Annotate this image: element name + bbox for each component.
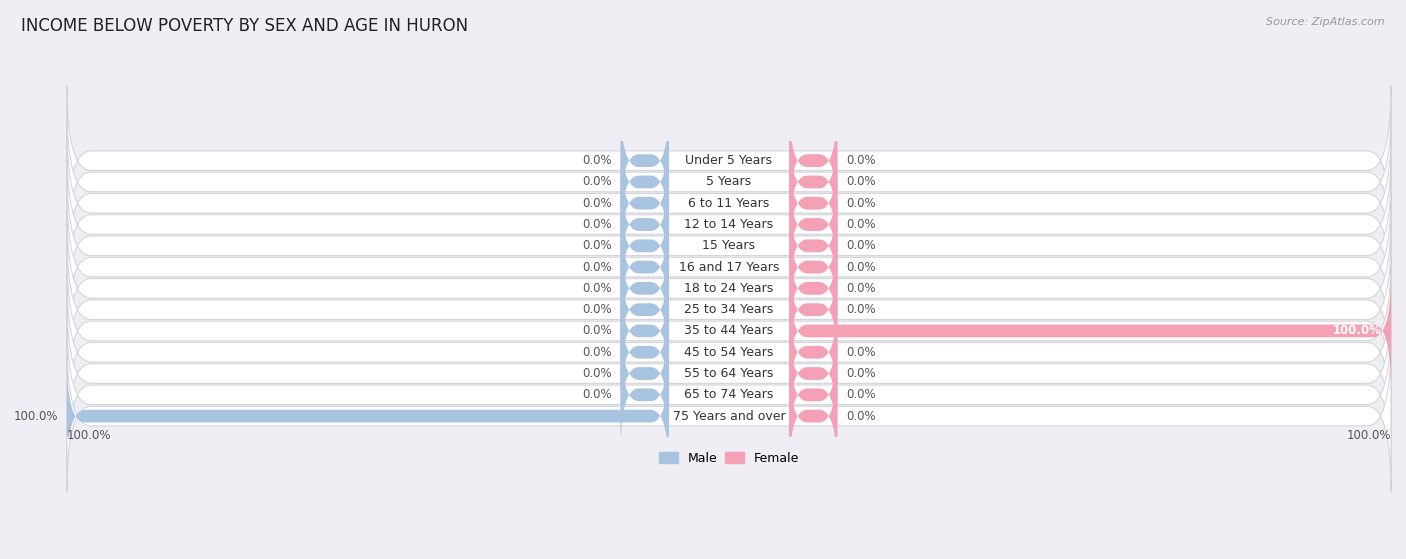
FancyBboxPatch shape [67,86,1391,236]
Text: 55 to 64 Years: 55 to 64 Years [685,367,773,380]
Text: 0.0%: 0.0% [582,367,612,380]
FancyBboxPatch shape [620,146,669,260]
Text: 0.0%: 0.0% [582,303,612,316]
Text: 0.0%: 0.0% [846,260,876,273]
Text: 45 to 54 Years: 45 to 54 Years [685,345,773,359]
Text: 0.0%: 0.0% [846,197,876,210]
Text: 15 Years: 15 Years [703,239,755,252]
Text: 5 Years: 5 Years [706,176,752,188]
FancyBboxPatch shape [789,125,838,239]
Text: 0.0%: 0.0% [582,345,612,359]
FancyBboxPatch shape [620,316,669,431]
Text: 12 to 14 Years: 12 to 14 Years [685,218,773,231]
FancyBboxPatch shape [620,210,669,325]
Text: 0.0%: 0.0% [846,176,876,188]
FancyBboxPatch shape [67,277,1391,428]
FancyBboxPatch shape [67,298,1391,449]
Text: 0.0%: 0.0% [846,389,876,401]
Text: 100.0%: 100.0% [1333,324,1382,338]
FancyBboxPatch shape [67,234,1391,385]
FancyBboxPatch shape [620,295,669,410]
Text: 0.0%: 0.0% [846,303,876,316]
FancyBboxPatch shape [789,188,838,304]
Text: 100.0%: 100.0% [67,429,111,442]
Text: 0.0%: 0.0% [582,154,612,167]
FancyBboxPatch shape [789,252,838,367]
Text: 0.0%: 0.0% [846,218,876,231]
FancyBboxPatch shape [620,337,669,452]
Text: 0.0%: 0.0% [846,367,876,380]
FancyBboxPatch shape [620,273,669,389]
FancyBboxPatch shape [789,337,838,452]
Text: 0.0%: 0.0% [582,282,612,295]
Text: Under 5 Years: Under 5 Years [686,154,772,167]
Text: 0.0%: 0.0% [846,154,876,167]
FancyBboxPatch shape [67,213,1391,364]
FancyBboxPatch shape [789,359,838,473]
FancyBboxPatch shape [67,319,1391,470]
FancyBboxPatch shape [67,170,1391,321]
FancyBboxPatch shape [67,128,1391,278]
Text: 0.0%: 0.0% [582,389,612,401]
FancyBboxPatch shape [67,359,669,473]
Text: 75 Years and over: 75 Years and over [672,410,786,423]
Text: 100.0%: 100.0% [14,410,58,423]
Text: 0.0%: 0.0% [582,197,612,210]
FancyBboxPatch shape [620,252,669,367]
FancyBboxPatch shape [67,255,1391,406]
Text: 0.0%: 0.0% [582,260,612,273]
Text: 0.0%: 0.0% [582,218,612,231]
Text: 35 to 44 Years: 35 to 44 Years [685,324,773,338]
Text: 0.0%: 0.0% [582,239,612,252]
FancyBboxPatch shape [789,167,838,282]
FancyBboxPatch shape [67,149,1391,300]
Text: 0.0%: 0.0% [582,176,612,188]
FancyBboxPatch shape [789,273,1391,389]
FancyBboxPatch shape [789,295,838,410]
Legend: Male, Female: Male, Female [654,447,804,470]
Text: 25 to 34 Years: 25 to 34 Years [685,303,773,316]
FancyBboxPatch shape [789,231,838,346]
FancyBboxPatch shape [67,107,1391,257]
Text: INCOME BELOW POVERTY BY SEX AND AGE IN HURON: INCOME BELOW POVERTY BY SEX AND AGE IN H… [21,17,468,35]
FancyBboxPatch shape [789,210,838,325]
FancyBboxPatch shape [620,167,669,282]
FancyBboxPatch shape [67,341,1391,491]
FancyBboxPatch shape [620,231,669,346]
Text: 100.0%: 100.0% [1347,429,1391,442]
Text: Source: ZipAtlas.com: Source: ZipAtlas.com [1267,17,1385,27]
Text: 6 to 11 Years: 6 to 11 Years [689,197,769,210]
Text: 16 and 17 Years: 16 and 17 Years [679,260,779,273]
Text: 0.0%: 0.0% [846,282,876,295]
FancyBboxPatch shape [789,146,838,260]
FancyBboxPatch shape [620,103,669,218]
Text: 0.0%: 0.0% [582,324,612,338]
Text: 0.0%: 0.0% [846,239,876,252]
FancyBboxPatch shape [620,188,669,304]
FancyBboxPatch shape [620,125,669,239]
FancyBboxPatch shape [67,192,1391,343]
Text: 0.0%: 0.0% [846,410,876,423]
Text: 65 to 74 Years: 65 to 74 Years [685,389,773,401]
FancyBboxPatch shape [789,316,838,431]
Text: 0.0%: 0.0% [846,345,876,359]
Text: 18 to 24 Years: 18 to 24 Years [685,282,773,295]
FancyBboxPatch shape [789,103,838,218]
